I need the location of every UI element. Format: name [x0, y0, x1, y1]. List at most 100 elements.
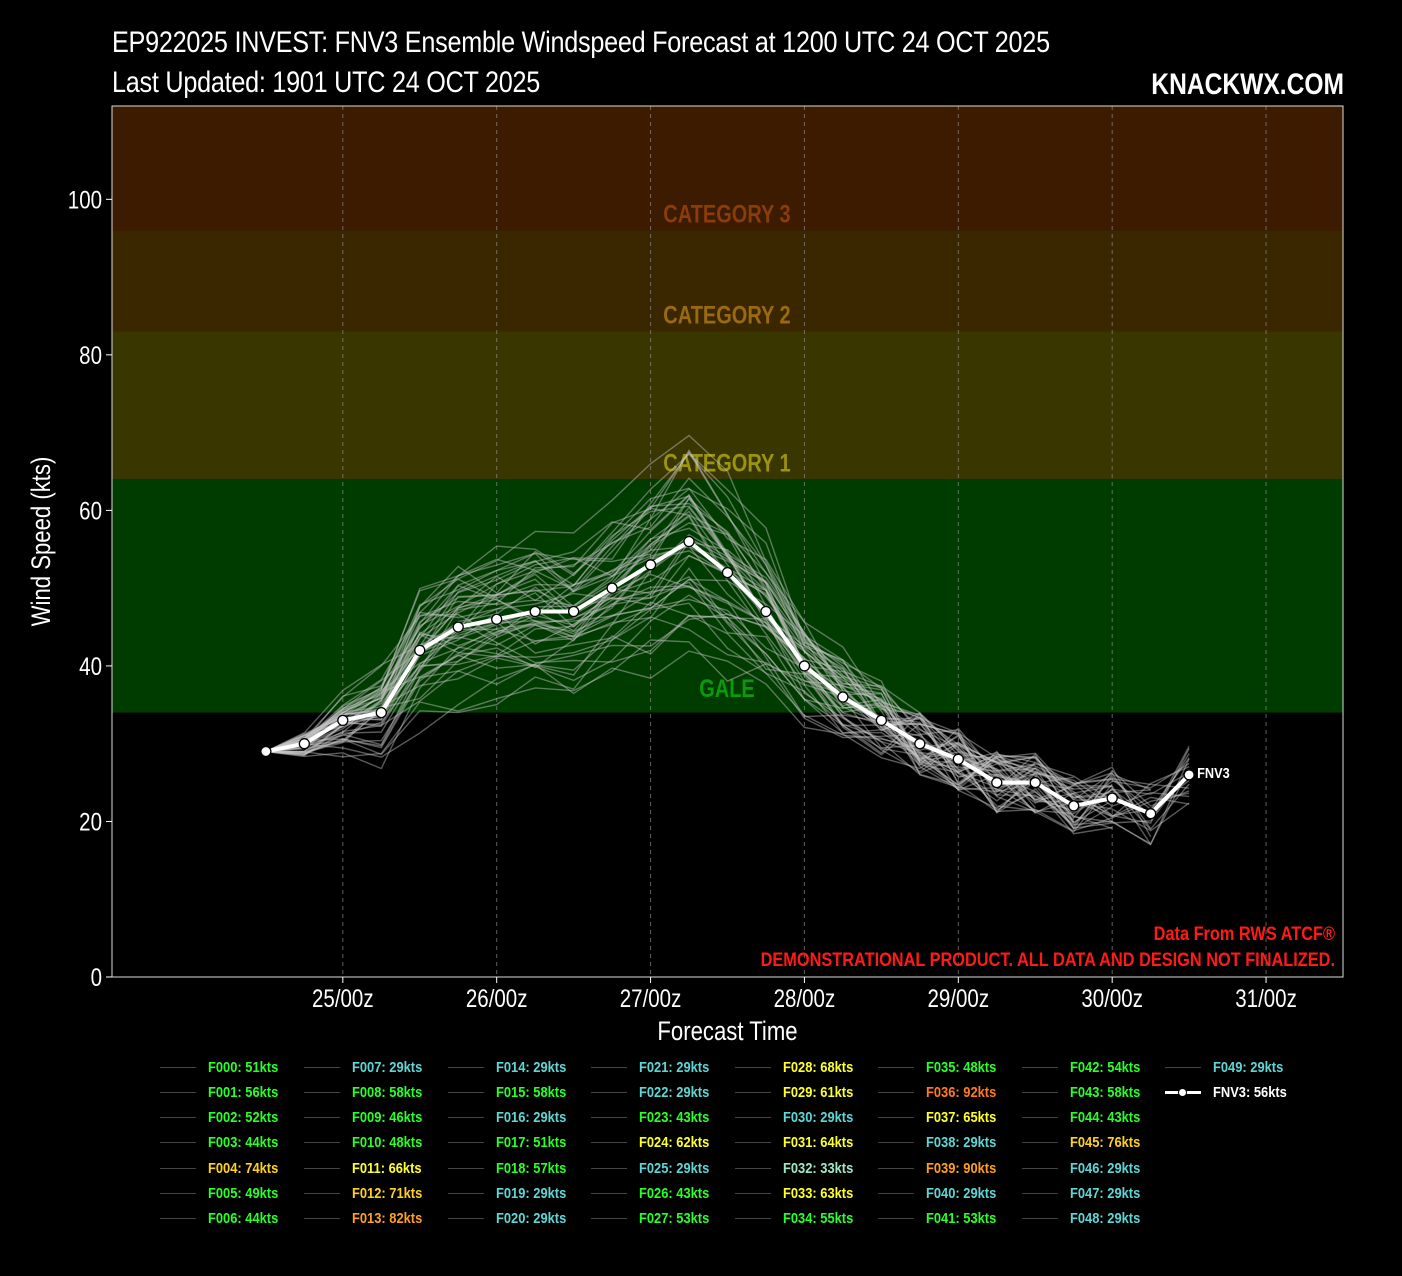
legend-item-f046: F046: 29kts [1022, 1157, 1152, 1179]
ensemble-line-f005 [265, 477, 1190, 812]
legend-item-f011: F011: 66kts [304, 1157, 433, 1179]
ensemble-line-f040 [265, 639, 1190, 818]
legend-label: F042: 54kts [1070, 1058, 1141, 1076]
legend-swatch [1022, 1218, 1058, 1220]
legend-swatch [304, 1218, 340, 1220]
legend-item-fnv3: FNV3: 56kts [1165, 1081, 1299, 1103]
ensemble-line-f045 [265, 578, 1074, 802]
legend-swatch [1022, 1117, 1058, 1119]
legend-label: F027: 53kts [639, 1210, 710, 1228]
y-tick-label: 60 [79, 496, 102, 524]
legend-swatch [735, 1193, 771, 1194]
legend-item-f020: F020: 29kts [448, 1208, 578, 1230]
ensemble-line-f028 [265, 615, 1190, 831]
legend-swatch [448, 1117, 484, 1119]
legend-item-f027: F027: 53kts [591, 1208, 721, 1230]
band-label: CATEGORY 1 [663, 449, 790, 477]
y-tick-label: 20 [79, 807, 102, 835]
brand-logo-text: KNACKWX.COM [1151, 68, 1344, 101]
legend-swatch [1022, 1066, 1058, 1068]
legend-swatch [735, 1091, 771, 1093]
x-tick-label: 27/00z [620, 984, 682, 1012]
legend-swatch [448, 1218, 484, 1220]
ensemble-line-f023 [265, 527, 1036, 791]
ensemble-line-f041 [265, 522, 1075, 821]
fnv3-point [1183, 769, 1195, 781]
ensemble-line-f006 [265, 449, 1036, 811]
legend-swatch [304, 1066, 340, 1068]
legend-label: F011: 66kts [352, 1159, 422, 1177]
legend-item-f026: F026: 43kts [591, 1183, 721, 1205]
fnv3-point [1106, 792, 1118, 804]
band-category-1 [112, 331, 1343, 480]
legend-item-f023: F023: 43kts [591, 1107, 721, 1129]
y-tick-label: 40 [79, 652, 102, 680]
fnv3-mean-series: FNV3 [260, 535, 1230, 820]
legend-swatch [591, 1218, 627, 1220]
fnv3-point [1068, 800, 1080, 812]
legend-label: F010: 48kts [352, 1134, 423, 1152]
legend-swatch [1165, 1066, 1201, 1068]
legend-item-f042: F042: 54kts [1022, 1056, 1152, 1078]
legend-label: F028: 68kts [783, 1058, 854, 1076]
fnv3-point [991, 776, 1003, 789]
legend-swatch [591, 1091, 627, 1093]
fnv3-point [337, 714, 349, 727]
legend-label: F015: 58kts [496, 1083, 567, 1101]
legend-item-f001: F001: 56kts [160, 1081, 290, 1103]
fnv3-end-label: FNV3 [1197, 764, 1230, 781]
ensemble-line-f043 [265, 541, 1036, 814]
legend-label: F025: 29kts [639, 1159, 710, 1177]
legend-item-f013: F013: 82kts [304, 1208, 434, 1230]
legend-swatch [591, 1142, 627, 1144]
fnv3-point [567, 605, 580, 618]
legend-item-f034: F034: 55kts [735, 1208, 865, 1230]
ensemble-line-f017 [265, 515, 1190, 819]
x-tick-label: 31/00z [1235, 984, 1297, 1012]
legend-swatch [448, 1193, 484, 1194]
legend-item-f017: F017: 51kts [448, 1132, 578, 1154]
legend-item-f002: F002: 52kts [160, 1107, 290, 1129]
legend-label: F016: 29kts [496, 1109, 567, 1127]
ensemble-line-f007 [265, 594, 1190, 811]
legend-label: F023: 43kts [639, 1109, 710, 1127]
fnv3-point [952, 753, 964, 765]
legend-item-f040: F040: 29kts [878, 1183, 1008, 1205]
fnv3-point [414, 644, 426, 657]
legend-item-f036: F036: 92kts [878, 1081, 1008, 1103]
legend-label: F049: 29kts [1213, 1058, 1284, 1076]
ensemble-line-f011 [265, 493, 1190, 832]
band-gale [112, 479, 1343, 713]
data-source-note: Data From RWS ATCF® [1154, 923, 1335, 944]
band-category-2 [112, 230, 1343, 332]
band-label: CATEGORY 3 [663, 201, 790, 229]
ensemble-line-f046 [265, 598, 1036, 797]
legend-item-f005: F005: 49kts [160, 1183, 290, 1205]
legend-label: F043: 58kts [1070, 1083, 1141, 1101]
legend-item-f038: F038: 29kts [878, 1132, 1008, 1154]
ensemble-line-f029 [265, 554, 1113, 830]
legend-item-f033: F033: 63kts [735, 1183, 865, 1205]
ensemble-line-f026 [265, 650, 1113, 786]
ensemble-line-f021 [265, 536, 1152, 830]
legend-item-f006: F006: 44kts [160, 1208, 290, 1230]
legend-item-f035: F035: 48kts [878, 1056, 1008, 1078]
legend-swatch [160, 1218, 196, 1220]
legend-swatch [1022, 1091, 1058, 1093]
ensemble-line-f044 [265, 541, 1075, 813]
legend-item-f044: F044: 43kts [1022, 1107, 1152, 1129]
legend-label: F017: 51kts [496, 1134, 567, 1152]
legend-item-f030: F030: 29kts [735, 1107, 865, 1129]
legend-swatch [1022, 1167, 1058, 1169]
legend-swatch [448, 1091, 484, 1093]
ensemble-line-f033 [265, 434, 1190, 832]
legend-label: F024: 62kts [639, 1134, 710, 1152]
legend-swatch [591, 1066, 627, 1068]
ensemble-line-f013 [265, 505, 1190, 789]
legend-label: F037: 65kts [926, 1109, 997, 1127]
fnv3-point [1029, 776, 1041, 789]
x-tick-label: 29/00z [928, 984, 990, 1012]
ensemble-line-f049 [265, 613, 1190, 827]
fnv3-point [798, 660, 811, 672]
